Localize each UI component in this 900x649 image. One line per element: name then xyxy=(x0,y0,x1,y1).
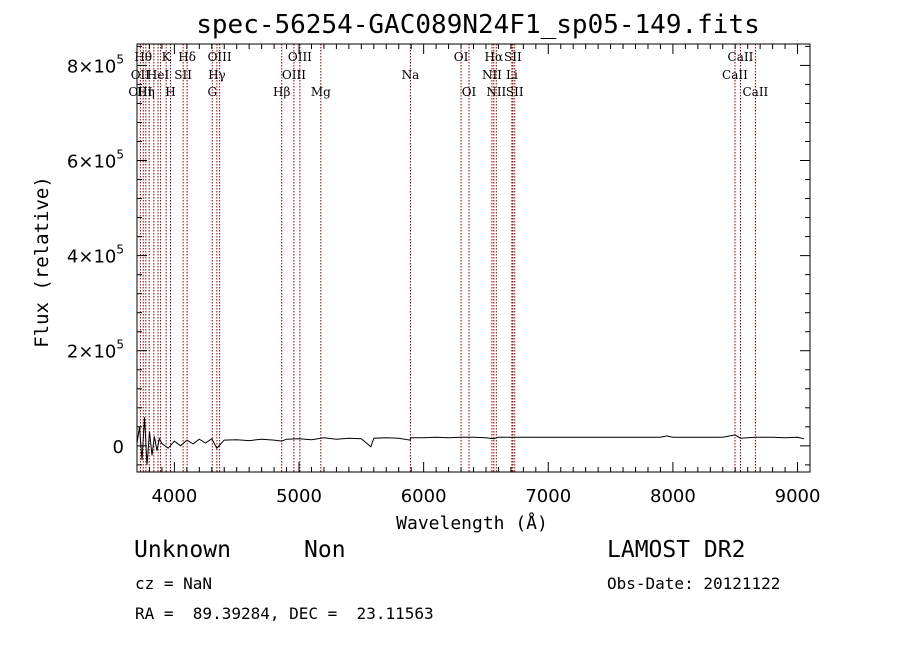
marker-label: OI xyxy=(454,50,469,64)
y-tick-label: 2×105 xyxy=(67,338,124,363)
y-tick-exponent: 5 xyxy=(116,52,124,66)
marker-label: Li xyxy=(506,68,518,82)
marker-label: Hη xyxy=(137,85,155,99)
spectrum-line xyxy=(136,417,804,465)
marker-label: OIII xyxy=(208,50,232,64)
marker-label: K xyxy=(162,50,172,64)
marker-label: CaII xyxy=(728,50,754,64)
x-tick-label: 4000 xyxy=(151,486,197,507)
marker-label: OIII xyxy=(288,50,312,64)
class-label: Unknown xyxy=(134,537,231,563)
marker-label: Hβ xyxy=(273,85,290,99)
marker-label: CaII xyxy=(722,68,748,82)
x-tick-label: 5000 xyxy=(276,486,322,507)
marker-label: OII xyxy=(131,68,151,82)
marker-label: CaII xyxy=(742,85,768,99)
y-tick-mantissa: 2×10 xyxy=(67,342,116,363)
marker-label: SII xyxy=(174,68,192,82)
y-tick-mantissa: 0 xyxy=(113,437,124,458)
x-axis-label: Wavelength (Å) xyxy=(396,512,548,534)
marker-lines xyxy=(139,44,756,472)
marker-label: Hγ xyxy=(208,68,226,82)
y-tick-label: 6×105 xyxy=(67,148,124,173)
y-tick-mantissa: 8×10 xyxy=(67,56,116,77)
marker-label: NII xyxy=(482,68,502,82)
y-tick-mantissa: 6×10 xyxy=(67,152,116,173)
y-tick-exponent: 5 xyxy=(116,243,124,257)
marker-label: OI xyxy=(462,85,477,99)
y-tick-mantissa: 4×10 xyxy=(67,247,116,268)
marker-label: OIII xyxy=(282,68,306,82)
marker-label: SII xyxy=(506,85,524,99)
chart-title: spec-56254-GAC089N24F1_sp05-149.fits xyxy=(196,10,760,40)
marker-label: HeI xyxy=(147,68,170,82)
obs-date-text: Obs-Date: 20121122 xyxy=(607,574,781,593)
survey-label: LAMOST DR2 xyxy=(607,537,746,563)
marker-label: OIII xyxy=(128,85,152,99)
marker-label: SII xyxy=(504,50,522,64)
y-tick-label: 0 xyxy=(113,437,124,458)
coordinates-text: RA = 89.39284, DEC = 23.11563 xyxy=(135,604,434,623)
x-axis: 4000 5000 6000 7000 8000 9000 xyxy=(136,44,821,507)
y-tick-label: 8×105 xyxy=(67,52,124,77)
marker-label: Hδ xyxy=(178,50,196,64)
marker-label: Na xyxy=(402,68,420,82)
marker-label: NII xyxy=(486,85,506,99)
y-tick-exponent: 5 xyxy=(116,338,124,352)
marker-label: G xyxy=(207,85,217,99)
subclass-label: Non xyxy=(304,537,346,563)
redshift-text: cz = NaN xyxy=(135,574,213,593)
x-tick-label: 7000 xyxy=(525,486,571,507)
y-tick-exponent: 5 xyxy=(116,148,124,162)
x-tick-label: 8000 xyxy=(650,486,696,507)
marker-label: H xyxy=(165,85,175,99)
x-tick-label: 9000 xyxy=(775,486,821,507)
marker-labels: OII OIII Hθ Hη HeI K H SII Hδ G Hγ OIII Hβ OIII OIII Mg… xyxy=(128,50,768,99)
y-axis-label: Flux (relative) xyxy=(31,176,53,348)
marker-label: Mg xyxy=(311,85,331,99)
x-tick-label: 6000 xyxy=(401,486,447,507)
y-tick-label: 4×105 xyxy=(67,243,124,268)
marker-label: Hθ xyxy=(134,50,152,64)
plot-frame xyxy=(136,43,811,473)
marker-label: Hα xyxy=(485,50,504,64)
